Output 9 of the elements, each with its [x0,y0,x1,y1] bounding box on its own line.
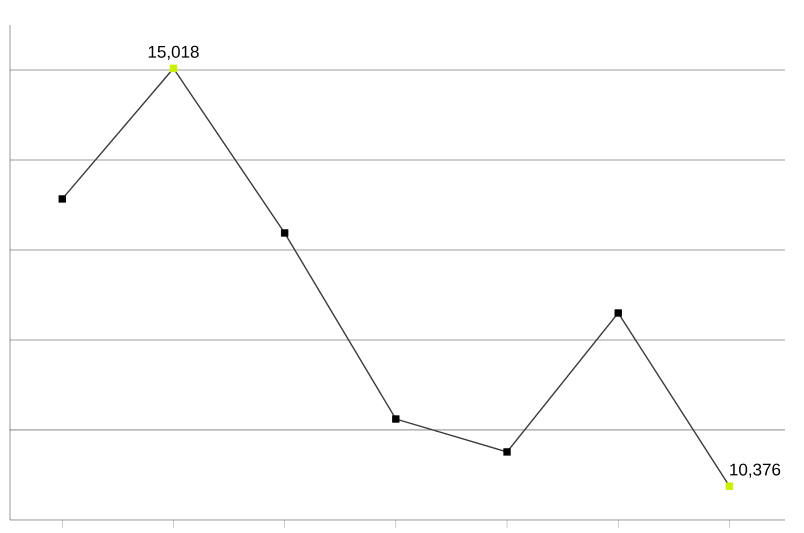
point [58,195,66,203]
point [170,64,178,72]
point [726,482,734,490]
point [503,448,511,456]
point [614,309,622,317]
data-label: 10,376 [730,464,780,478]
data-label: 15,018 [148,46,199,60]
point [280,229,288,237]
point [392,415,400,423]
